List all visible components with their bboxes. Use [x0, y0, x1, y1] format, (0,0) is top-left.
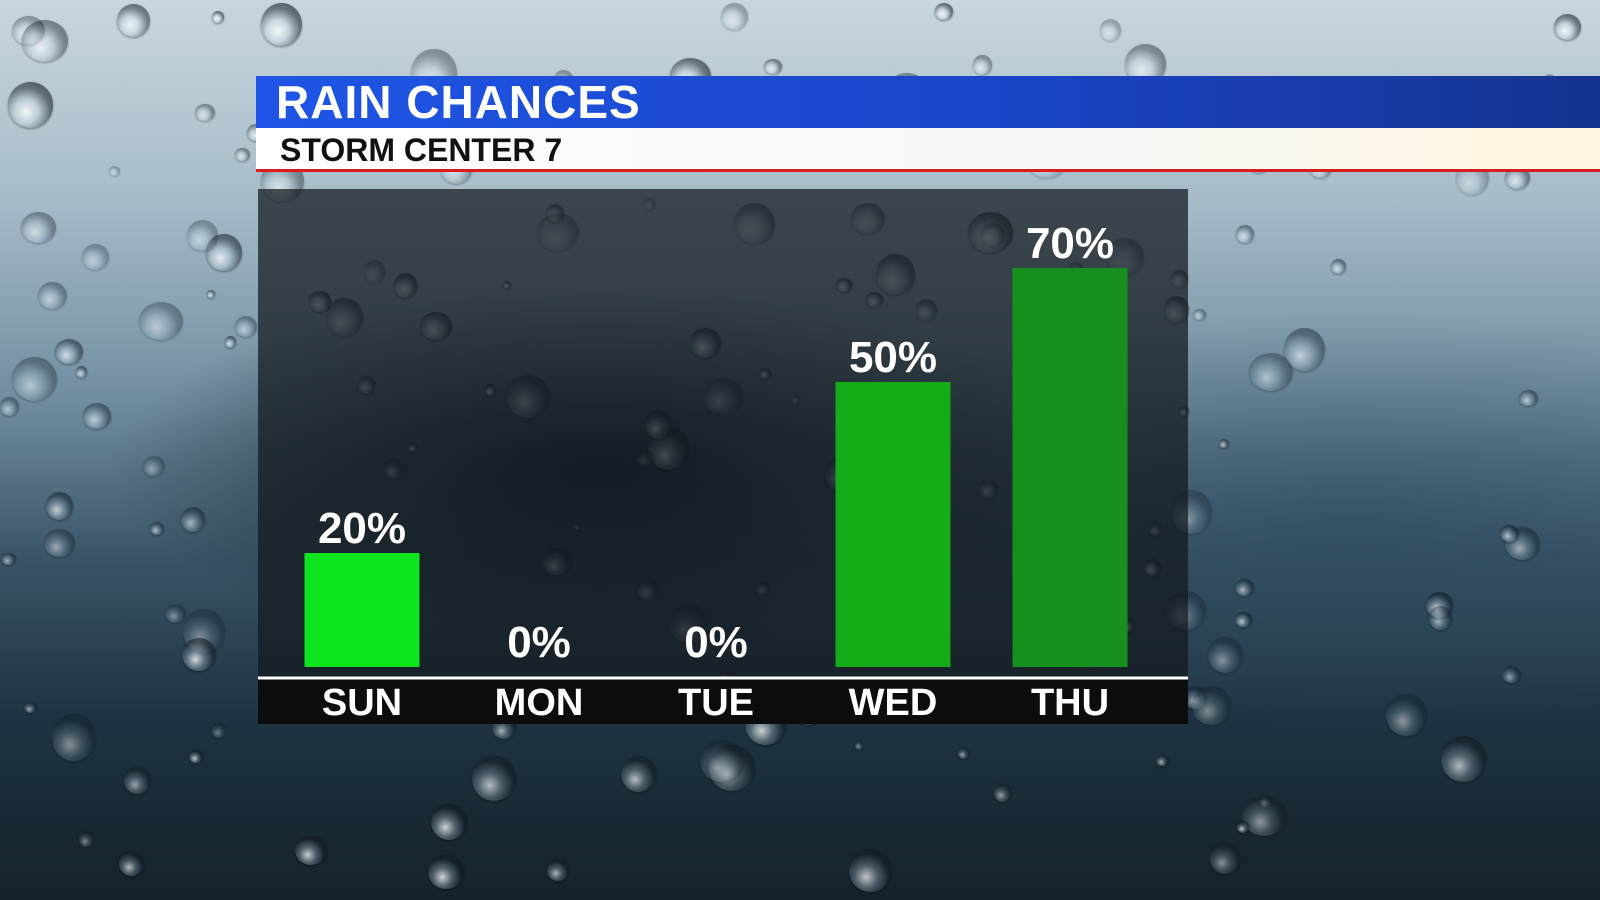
rain-drop: [1519, 389, 1538, 407]
data-label-mon: 0%: [507, 618, 571, 667]
rain-drop: [43, 529, 75, 557]
rain-drop: [81, 244, 109, 271]
rain-drop: [189, 749, 203, 764]
rain-drop: [75, 366, 88, 378]
rain-drop: [620, 755, 656, 793]
rain-drop: [1386, 693, 1427, 736]
rain-drop: [934, 3, 954, 20]
rain-drop: [37, 281, 67, 310]
rain-drop: [234, 316, 257, 337]
rain-drop: [1429, 606, 1452, 631]
rain-drop: [1283, 328, 1325, 372]
rain-drop: [0, 397, 19, 417]
rain-drop: [165, 604, 187, 623]
rain-drop: [547, 858, 569, 882]
axis-label-strip: [258, 678, 1188, 724]
chart-subtitle: STORM CENTER 7: [280, 132, 563, 168]
x-tick-label-tue: TUE: [678, 682, 754, 724]
rain-drop: [472, 755, 517, 801]
rain-drop: [1236, 225, 1254, 244]
rain-drop: [55, 339, 83, 365]
rain-drop: [108, 165, 120, 176]
rain-drop: [22, 19, 68, 62]
bar-chart: 20% SUN 0% MON 0% TUE 50% WED 70% THU: [258, 219, 1188, 724]
rain-drop: [1208, 637, 1244, 673]
rain-drop: [1235, 579, 1255, 596]
rain-drop: [721, 3, 748, 30]
rain-drop: [1502, 666, 1522, 683]
rain-drop: [700, 740, 744, 782]
data-label-tue: 0%: [684, 618, 748, 667]
rain-drop: [118, 851, 144, 876]
x-tick-label-thu: THU: [1031, 682, 1109, 724]
rain-drop: [1192, 308, 1207, 321]
rain-drop: [206, 233, 243, 272]
rain-drop: [1242, 795, 1287, 837]
rain-drop: [1192, 685, 1231, 726]
rain-drop: [428, 854, 464, 889]
rain-drop: [1553, 13, 1582, 41]
rain-drop: [186, 220, 219, 251]
subtitle-banner: STORM CENTER 7: [256, 128, 1600, 172]
rain-drop: [195, 103, 215, 121]
rain-drop: [206, 290, 216, 299]
rain-drop: [52, 713, 96, 761]
x-tick-label-sun: SUN: [322, 682, 402, 724]
rain-drop: [82, 403, 112, 429]
rain-drop: [123, 767, 151, 795]
rain-drop: [139, 301, 183, 341]
data-label-thu: 70%: [1026, 219, 1114, 268]
rain-drop: [1156, 755, 1170, 767]
rain-drop: [211, 723, 226, 738]
rain-drop: [994, 783, 1011, 802]
rain-drop: [150, 522, 165, 536]
rain-drop: [46, 492, 74, 520]
title-banner: RAIN CHANCES: [256, 76, 1600, 128]
rain-drop: [116, 4, 150, 38]
rain-drop: [182, 637, 217, 671]
rain-drop: [854, 740, 864, 750]
rain-drop: [12, 356, 57, 401]
rain-drop: [1499, 524, 1520, 542]
rain-drop: [848, 848, 892, 892]
rain-drop: [235, 148, 250, 162]
rain-drop: [430, 803, 467, 841]
bar-sun: [304, 553, 420, 667]
rain-drop: [958, 747, 970, 759]
bar-thu: [1012, 268, 1128, 667]
rain-drop: [1330, 258, 1346, 275]
rain-drop: [224, 335, 237, 348]
rain-drop: [1099, 18, 1121, 42]
rain-drop: [1441, 735, 1487, 783]
rain-drop: [709, 745, 755, 791]
chart-title: RAIN CHANCES: [276, 76, 641, 128]
rain-drop: [24, 702, 37, 714]
x-tick-label-wed: WED: [849, 682, 938, 724]
bar-wed: [835, 382, 951, 667]
data-label-wed: 50%: [849, 333, 937, 382]
rain-drop: [1183, 686, 1207, 709]
chart-panel: 20% SUN 0% MON 0% TUE 50% WED 70% THU: [258, 189, 1188, 724]
rain-drop: [1235, 612, 1252, 628]
rain-drop: [1237, 821, 1250, 833]
rain-drop: [212, 11, 224, 24]
rain-drop: [260, 2, 302, 47]
rain-drop: [21, 212, 56, 243]
rain-drop: [142, 455, 166, 477]
x-tick-label-mon: MON: [495, 682, 584, 724]
rain-drop: [1219, 438, 1230, 448]
data-label-sun: 20%: [318, 504, 406, 553]
rain-drop: [79, 831, 95, 848]
rain-drop: [764, 58, 782, 74]
rain-drop: [8, 81, 54, 128]
rain-drop: [972, 55, 993, 76]
rain-drop: [1, 552, 16, 566]
rain-drop: [1210, 842, 1241, 875]
rain-drop: [181, 507, 206, 532]
rain-drop: [295, 836, 328, 866]
